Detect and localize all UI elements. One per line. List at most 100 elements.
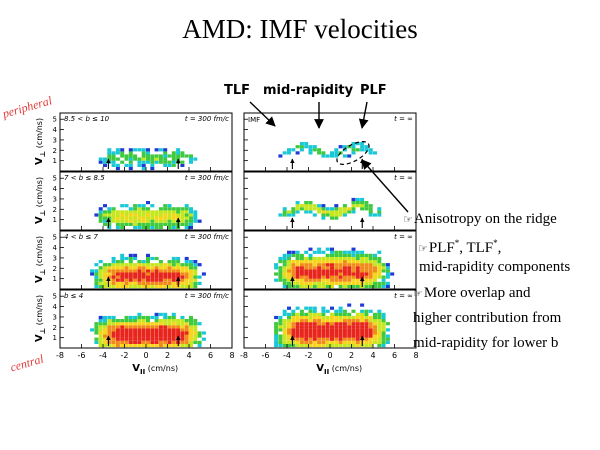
time-label: t = 300 fm/c [185, 233, 229, 241]
heat-cell [137, 325, 142, 329]
time-label: t = 300 fm/c [185, 115, 229, 123]
heat-cell [146, 278, 150, 282]
heat-cell [167, 325, 172, 329]
heat-cell [141, 328, 146, 332]
heat-cell [355, 337, 360, 341]
heat-cell [163, 213, 168, 217]
heat-cell [158, 216, 163, 220]
heat-cell [282, 207, 287, 211]
panel-frame [243, 171, 417, 231]
heat-cell [299, 269, 304, 273]
heat-cell [312, 281, 317, 285]
heat-cell [355, 272, 360, 276]
heat-cell [278, 334, 283, 338]
heat-cell [158, 225, 163, 230]
heat-cell [338, 256, 343, 261]
heat-cell [278, 260, 283, 264]
heat-cell [317, 319, 322, 323]
heat-cell [299, 256, 304, 261]
heat-cell [197, 322, 202, 326]
heat-cell [171, 157, 176, 161]
heat-cell [146, 213, 150, 217]
heat-cell [124, 222, 129, 226]
heat-cell [351, 278, 356, 282]
heat-cell [377, 319, 382, 323]
heat-cell [282, 322, 287, 326]
heat-cell [325, 331, 330, 335]
heat-cell [325, 154, 330, 158]
heat-cell [184, 213, 189, 217]
heat-cell [189, 343, 193, 348]
heat-cell [364, 343, 369, 348]
heat-cell [193, 278, 198, 282]
heat-cell [128, 157, 133, 161]
heat-cell [111, 154, 116, 158]
heat-cell [334, 250, 339, 254]
heat-cell [184, 322, 189, 326]
anisotropy-pointer-arrow [361, 159, 409, 213]
heat-cell [351, 253, 356, 257]
heat-cell [381, 312, 386, 316]
heat-cell [94, 331, 99, 335]
heat-cell [193, 284, 198, 289]
heat-cell [295, 266, 300, 270]
heat-cell [304, 306, 309, 310]
heat-cell [154, 213, 159, 217]
heat-cell [334, 315, 339, 320]
heat-cell [146, 281, 150, 285]
heat-cell [184, 216, 189, 220]
heat-cell [167, 328, 172, 332]
heat-cell [338, 278, 343, 282]
heat-cell [347, 278, 352, 282]
heat-cell [146, 334, 150, 338]
heat-cell [115, 163, 120, 167]
heat-cell [325, 275, 330, 279]
heat-cell [282, 309, 287, 313]
time-label: t = ∞ [394, 115, 413, 123]
heat-cell [347, 263, 352, 267]
x-tick-label: 4 [186, 351, 191, 360]
heat-cell [184, 278, 189, 282]
heat-cell [360, 260, 365, 264]
impact-parameter-label: b ≤ 4 [64, 292, 83, 300]
heat-cell [171, 328, 176, 332]
heat-cell [103, 337, 107, 341]
heat-cell [180, 322, 185, 326]
heat-cell [115, 281, 120, 285]
heat-cell [291, 322, 296, 326]
heat-cell [325, 309, 330, 313]
heat-cell [287, 334, 291, 338]
heat-cell [141, 275, 146, 279]
heat-cell [355, 201, 360, 205]
heat-cell [330, 216, 334, 220]
heat-cell [347, 284, 352, 289]
heat-cell [193, 272, 198, 276]
heat-cell [377, 337, 382, 341]
heat-cell [128, 322, 133, 326]
heat-cell [146, 331, 150, 335]
heat-cell [291, 210, 296, 214]
heat-cell [167, 266, 172, 270]
heat-cell [154, 157, 159, 161]
heat-cell [176, 263, 181, 267]
y-tick-label: 4 [53, 126, 58, 134]
heat-cell [146, 207, 150, 211]
heat-cell [158, 207, 163, 211]
heat-cell [184, 272, 189, 276]
heat-cell [193, 260, 198, 264]
bullet-overlap: ☞More overlap and [413, 284, 531, 303]
x-tick-label: 2 [349, 351, 354, 360]
y-tick-label: 4 [53, 303, 58, 311]
heat-cell [347, 207, 352, 211]
heat-cell [115, 151, 120, 155]
heat-cell [150, 222, 155, 226]
heat-cell [312, 256, 317, 261]
heat-cell [94, 275, 99, 279]
heat-cell [133, 325, 138, 329]
heat-cell [299, 319, 304, 323]
heat-cell [137, 266, 142, 270]
y-tick-label: 3 [53, 136, 57, 144]
heat-cell [330, 322, 334, 326]
heat-cell [304, 269, 309, 273]
heat-cell [347, 272, 352, 276]
